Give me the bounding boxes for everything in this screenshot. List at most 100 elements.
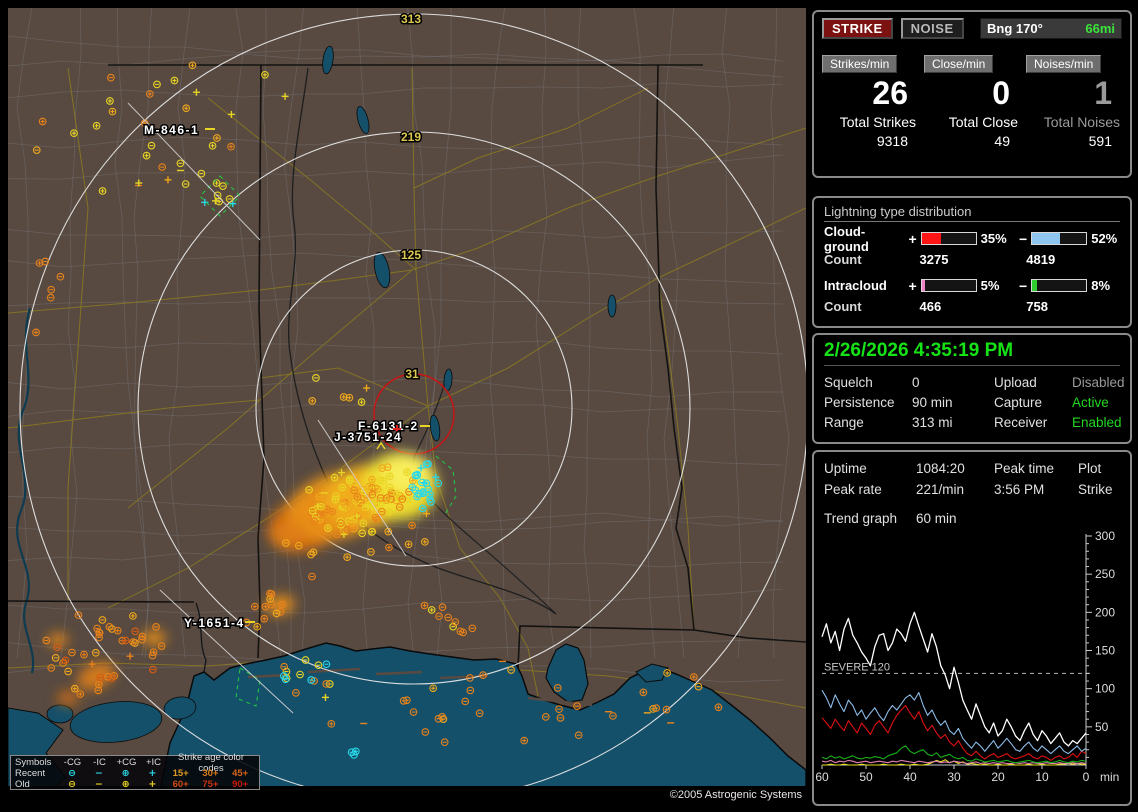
status-row-0: Squelch 0 Upload Disabled <box>824 372 1125 392</box>
status-value: 313 mi <box>912 414 953 430</box>
plus-bar-fill <box>921 280 925 291</box>
age-code: 45+ <box>232 768 249 779</box>
count-label: Count <box>824 251 862 267</box>
svg-text:200: 200 <box>1095 605 1115 619</box>
minus-pct: 8% <box>1091 278 1111 293</box>
rate-chip-1: Close/min <box>924 55 994 73</box>
trend-series-blue <box>821 689 1087 755</box>
age-code: 15+ <box>172 768 189 779</box>
alarm-ring-label: 31 <box>405 367 419 381</box>
plus-pct: 35% <box>980 231 1007 246</box>
legend-row-label: Old <box>15 779 30 790</box>
plus-bar <box>920 232 977 245</box>
rate-chip-2: Noises/min <box>1026 55 1102 73</box>
svg-text:50: 50 <box>1095 720 1109 734</box>
legend-header-cell: +IC <box>145 757 162 768</box>
legend-row-old: Old ⊖ − ⊕ +60+ 75+ 90+ <box>15 779 255 790</box>
svg-text:20: 20 <box>991 770 1005 784</box>
status-value: 0 <box>912 374 920 390</box>
svg-text:100: 100 <box>1095 682 1115 696</box>
total-value-2: 591 <box>1088 133 1112 149</box>
trend-graph-row: Trend graph 60 min <box>816 508 1128 529</box>
cg-plus-icon: ⊕ <box>121 768 130 779</box>
cell-label-Y-1651-4: Y-1651-4 <box>184 616 245 630</box>
dist-name: Cloud-ground <box>824 223 869 254</box>
status-value: Disabled <box>1072 374 1125 390</box>
storm-cells: M-846-1 F-6131-2J-3751-24 Y-1651-4 <box>127 102 430 714</box>
noise-button[interactable]: NOISE <box>900 18 964 39</box>
minus-count: 758 <box>1026 298 1048 314</box>
map-canvas: 313 219 125 31 M-846-1 F-6131-2J-3751-24 Y-165… <box>8 8 806 786</box>
legend-age-header: Strike age color codes <box>177 751 244 774</box>
uptime-cell: Peak rate <box>824 482 882 497</box>
ic-minus-icon: − <box>94 768 103 779</box>
cg-minus-icon: ⊖ <box>68 779 77 790</box>
legend-header-cell: -IC <box>93 757 106 768</box>
uptime-cell: Plot <box>1078 461 1102 476</box>
uptime-cell: Uptime <box>824 461 867 476</box>
total-value-1: 49 <box>994 133 1010 149</box>
rate-value-0: 26 <box>872 75 908 111</box>
age-code: 30+ <box>202 768 219 779</box>
cell-label-F-6131-2: F-6131-2 <box>358 419 419 433</box>
dist-count-row: Count 466 758 <box>824 296 1120 316</box>
status-label: Upload <box>994 374 1037 390</box>
ring-label-313: 313 <box>401 12 421 26</box>
lightning-map[interactable]: 313 219 125 31 M-846-1 F-6131-2 J-3751-24 Y-165… <box>8 8 806 786</box>
minus-count: 4819 <box>1026 251 1056 267</box>
plus-bar-fill <box>921 233 941 244</box>
age-code: 90+ <box>232 779 249 790</box>
plus-sign: + <box>908 277 917 294</box>
strike-symbols <box>32 61 723 759</box>
rate-column-2: Noises/min 1 Total Noises 591 <box>1026 55 1122 149</box>
status-label: Squelch <box>824 374 873 390</box>
status-value: Active <box>1072 394 1109 410</box>
ring-label-125: 125 <box>401 248 421 262</box>
svg-text:150: 150 <box>1095 644 1115 658</box>
distribution-rows: Cloud-ground +35% −52% Count 3275 4819 Intracl… <box>824 224 1120 316</box>
status-label: Capture <box>994 394 1043 410</box>
trend-series-red <box>821 704 1087 761</box>
copyright-text: ©2005 Astrogenic Systems <box>669 789 802 801</box>
legend-header-cell: Symbols <box>15 757 52 768</box>
plus-pct: 5% <box>980 278 1000 293</box>
status-label: Persistence <box>824 394 895 410</box>
status-row-1: Persistence 90 min Capture Active <box>824 392 1120 412</box>
svg-text:300: 300 <box>1095 531 1115 543</box>
svg-text:250: 250 <box>1095 567 1115 581</box>
copyright-bar: ©2005 Astrogenic Systems <box>8 786 806 806</box>
strike-button[interactable]: STRIKE <box>822 18 893 39</box>
legend-header: Symbols -CG -IC +CG +IC Strike age color code… <box>15 752 255 774</box>
cell-label-M-846-1: M-846-1 <box>144 123 199 137</box>
svg-text:40: 40 <box>903 770 917 784</box>
bearing-readout: Bng 170° 66mi <box>980 18 1122 39</box>
rate-value-1: 0 <box>992 75 1010 111</box>
range-rings: 313 219 125 31 <box>19 11 806 786</box>
svg-text:60: 60 <box>816 770 829 784</box>
legend-row-recent: Recent ⊖ − ⊕ +15+ 30+ 45+ <box>15 768 255 779</box>
uptime-row-0: Uptime 1084:20 Peak time Plot <box>816 458 1128 479</box>
status-value: Enabled <box>1072 414 1122 430</box>
status-row-2: Range 313 mi Receiver Enabled <box>824 412 1122 432</box>
status-label: Receiver <box>994 414 1048 430</box>
trend-series-white <box>821 611 1087 747</box>
trend-series-pink <box>821 759 1087 765</box>
distribution-panel: Lightning type distribution Cloud-ground… <box>812 196 1132 328</box>
dist-row-intracloud: Intracloud +5% − 8% <box>824 275 1120 296</box>
minus-bar <box>1031 279 1088 292</box>
bearing-label: Bng 170° <box>987 21 1043 36</box>
ic-minus-icon: − <box>94 779 103 790</box>
roads <box>8 67 806 709</box>
status-panel: 2/26/2026 4:35:19 PM Squelch 0 Upload Disab… <box>812 333 1132 444</box>
ic-plus-icon: + <box>148 768 157 779</box>
minus-bar-fill <box>1032 233 1061 244</box>
age-code: 75+ <box>202 779 219 790</box>
uptime-cell: 221/min <box>916 482 965 497</box>
ring-label-219: 219 <box>401 130 421 144</box>
dist-row-cloud-ground: Cloud-ground +35% − 52% <box>824 224 1120 254</box>
trend-series-green <box>821 745 1087 764</box>
distribution-title: Lightning type distribution <box>824 204 1120 222</box>
legend-header-cell: +CG <box>116 757 137 768</box>
legend-header-cell: -CG <box>63 757 82 768</box>
